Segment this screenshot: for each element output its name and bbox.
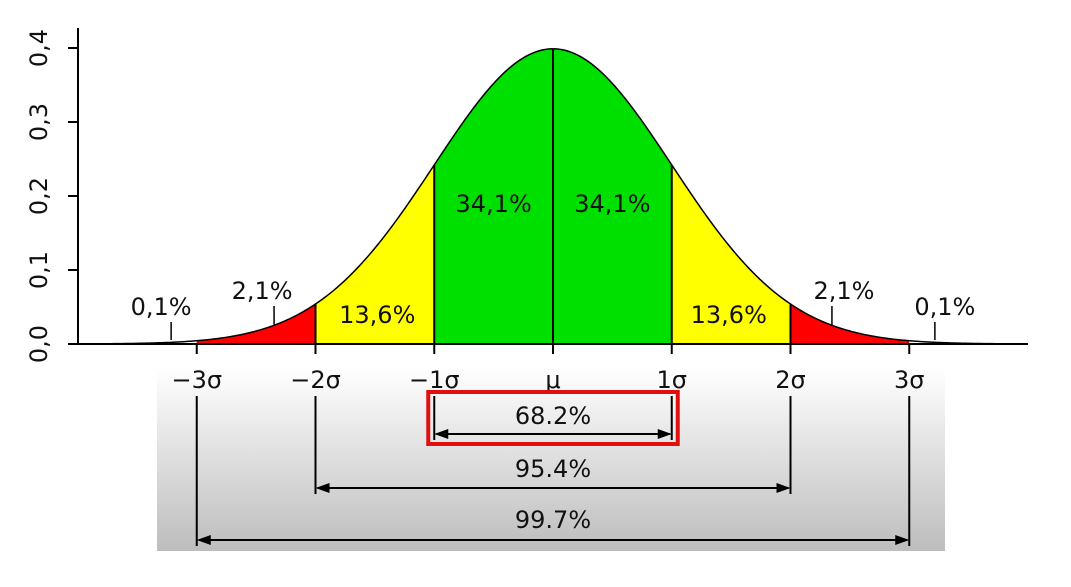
region-label: 13,6%: [339, 301, 415, 329]
x-tick-label: −3σ: [171, 366, 222, 394]
y-tick-label: 0,3: [25, 103, 53, 141]
region: [553, 48, 672, 344]
region: [196, 304, 316, 344]
interval-panel: [157, 368, 945, 551]
y-tick-label: 0,4: [25, 29, 53, 67]
region-label: 2,1%: [813, 277, 874, 305]
region-label: 0,1%: [131, 293, 192, 321]
interval-label: 68.2%: [515, 402, 591, 430]
interval-label: 99.7%: [515, 506, 591, 534]
region: [790, 304, 910, 344]
x-tick-label: 3σ: [894, 366, 924, 394]
x-tick-label: μ: [545, 366, 560, 394]
highlight-box: [426, 390, 680, 446]
region-label: 13,6%: [691, 301, 767, 329]
region-label: 34,1%: [574, 190, 650, 218]
interval-label: 95.4%: [515, 455, 591, 483]
region-label: 34,1%: [456, 190, 532, 218]
region-label: 2,1%: [232, 277, 293, 305]
y-tick-label: 0,0: [25, 325, 53, 363]
region-label: 0,1%: [914, 293, 975, 321]
y-tick-label: 0,1: [25, 251, 53, 289]
y-tick-label: 0,2: [25, 177, 53, 215]
region: [434, 48, 553, 344]
x-tick-label: −1σ: [409, 366, 460, 394]
x-tick-label: −2σ: [290, 366, 341, 394]
x-tick-label: 2σ: [775, 366, 805, 394]
curve: [77, 48, 1029, 345]
x-tick-label: 1σ: [657, 366, 687, 394]
